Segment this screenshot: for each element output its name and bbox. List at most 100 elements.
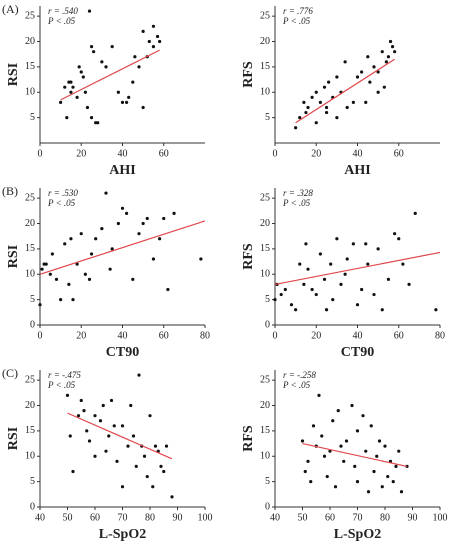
y-tick-label: 0 xyxy=(265,501,270,512)
point xyxy=(76,414,81,418)
x-tick-label: 20 xyxy=(311,330,321,341)
point xyxy=(101,403,105,408)
point xyxy=(302,282,306,287)
point xyxy=(141,29,145,33)
annotation: P < .05 xyxy=(47,198,76,208)
point xyxy=(434,308,438,312)
point xyxy=(112,424,116,428)
point xyxy=(125,100,129,105)
point xyxy=(147,39,151,44)
x-tick-label: 40 xyxy=(118,330,128,341)
y-tick-label: 25 xyxy=(25,374,35,385)
annotation: P < .05 xyxy=(282,16,311,26)
point xyxy=(306,459,310,463)
point xyxy=(372,292,376,297)
annotation: r = .530 xyxy=(48,188,78,198)
point xyxy=(155,34,160,39)
point xyxy=(89,252,94,256)
y-tick-label: 15 xyxy=(260,425,270,436)
point xyxy=(317,393,321,397)
point xyxy=(350,403,354,408)
point xyxy=(345,257,349,261)
point xyxy=(335,116,339,120)
point xyxy=(390,44,395,49)
annotation: P < .05 xyxy=(282,380,311,390)
point xyxy=(344,439,349,443)
point xyxy=(407,282,411,287)
point xyxy=(166,287,170,292)
point xyxy=(48,272,52,276)
point xyxy=(87,439,92,443)
point xyxy=(372,65,376,69)
point xyxy=(366,262,370,266)
y-tick-label: 0 xyxy=(30,319,35,330)
x-tick-label: 100 xyxy=(433,512,448,523)
x-tick-label: 40 xyxy=(118,148,128,159)
x-tick-label: 60 xyxy=(159,330,169,341)
y-tick-label: 5 xyxy=(30,476,35,487)
y-tick-label: 25 xyxy=(260,374,270,385)
annotation: r = -.475 xyxy=(48,370,81,380)
point xyxy=(335,237,339,241)
x-tick-label: 40 xyxy=(353,330,363,341)
point xyxy=(386,474,390,479)
point xyxy=(40,267,44,271)
point xyxy=(283,287,287,292)
point xyxy=(54,277,59,281)
y-tick-label: 20 xyxy=(25,218,35,229)
point xyxy=(93,414,97,418)
point xyxy=(380,485,384,489)
point xyxy=(360,287,364,292)
y-tick-label: 10 xyxy=(260,451,270,462)
point xyxy=(38,303,42,307)
point xyxy=(413,211,417,215)
x-tick-label: 90 xyxy=(408,512,418,523)
x-tick-label: 90 xyxy=(173,512,183,523)
point xyxy=(289,303,294,307)
y-tick-label: 0 xyxy=(30,501,35,512)
point xyxy=(397,449,401,453)
x-tick-label: 60 xyxy=(325,512,335,523)
y-tick-label: 10 xyxy=(25,269,35,280)
point xyxy=(162,216,166,221)
point xyxy=(318,100,322,105)
point xyxy=(83,90,87,94)
point xyxy=(372,469,376,474)
point xyxy=(324,105,329,110)
point xyxy=(324,308,329,312)
point xyxy=(364,242,368,246)
y-tick-label: 20 xyxy=(260,36,270,47)
point xyxy=(145,216,149,221)
point xyxy=(369,424,373,428)
x-tick-label: 20 xyxy=(76,148,86,159)
point xyxy=(298,262,302,266)
point xyxy=(127,95,131,99)
point xyxy=(129,403,133,408)
point xyxy=(364,449,368,453)
point xyxy=(67,282,71,287)
x-tick-label: 0 xyxy=(38,148,43,159)
point xyxy=(388,39,393,44)
point xyxy=(394,464,398,469)
point xyxy=(310,95,314,99)
x-tick-label: 60 xyxy=(159,148,169,159)
point xyxy=(158,237,162,241)
point xyxy=(324,110,329,115)
x-tick-label: 80 xyxy=(380,512,390,523)
x-tick-label: 0 xyxy=(273,330,278,341)
y-tick-label: 10 xyxy=(260,269,270,280)
y-axis-label: RSI xyxy=(6,63,21,86)
point xyxy=(125,211,129,215)
point xyxy=(335,75,339,79)
trend-line xyxy=(60,49,160,101)
x-tick-label: 50 xyxy=(63,512,73,523)
y-axis-label: RSI xyxy=(6,245,21,268)
point xyxy=(87,9,92,13)
point xyxy=(110,247,114,251)
point xyxy=(162,469,166,474)
trend-line xyxy=(274,251,441,285)
point xyxy=(325,474,329,479)
point xyxy=(120,424,125,428)
point xyxy=(59,100,63,105)
point xyxy=(172,211,176,215)
